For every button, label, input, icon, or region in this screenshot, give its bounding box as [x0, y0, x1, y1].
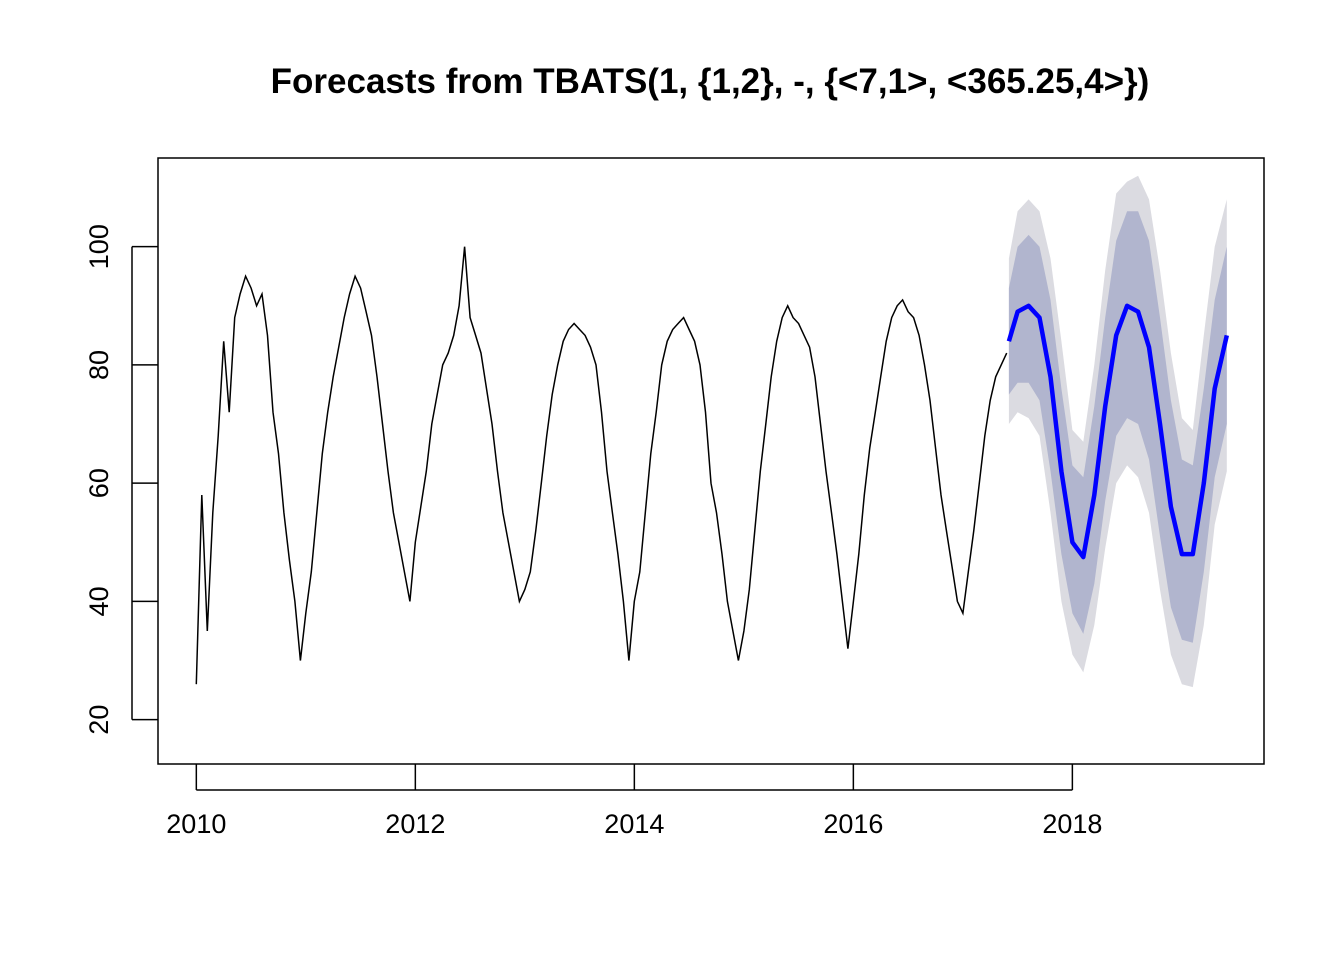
history-series-line	[195, 246, 1008, 685]
plot-frame	[157, 157, 1265, 765]
plot-area	[195, 175, 1229, 688]
x-tick-label: 2012	[385, 809, 445, 839]
y-tick-label: 100	[84, 224, 114, 269]
x-tick-label: 2014	[604, 809, 664, 839]
chart-title: Forecasts from TBATS(1, {1,2}, -, {<7,1>…	[271, 62, 1150, 101]
y-tick-label: 80	[84, 350, 114, 380]
prediction-interval-80-band	[1008, 211, 1227, 643]
x-tick-label: 2016	[823, 809, 883, 839]
y-tick-label: 40	[84, 586, 114, 616]
y-tick-label: 60	[84, 468, 114, 498]
x-tick-label: 2010	[166, 809, 226, 839]
y-tick-label: 20	[84, 705, 114, 735]
x-tick-label: 2018	[1042, 809, 1102, 839]
x-axis: 2010 2012 2014 2016 2018	[166, 764, 1102, 839]
y-axis: 20 40 60 80 100	[84, 224, 158, 735]
forecast-series-line	[1006, 303, 1229, 560]
